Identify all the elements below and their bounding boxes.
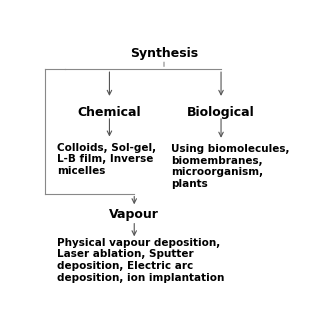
Text: Chemical: Chemical (78, 106, 141, 119)
Text: Using biomolecules,
biomembranes,
microorganism,
plants: Using biomolecules, biomembranes, microo… (172, 144, 290, 189)
Text: Biological: Biological (187, 106, 255, 119)
Text: Physical vapour deposition,
Laser ablation, Sputter
deposition, Electric arc
dep: Physical vapour deposition, Laser ablati… (57, 238, 225, 283)
Text: Vapour: Vapour (109, 208, 159, 221)
Text: Synthesis: Synthesis (130, 47, 198, 60)
Text: Colloids, Sol-gel,
L-B film, Inverse
micelles: Colloids, Sol-gel, L-B film, Inverse mic… (57, 142, 156, 176)
